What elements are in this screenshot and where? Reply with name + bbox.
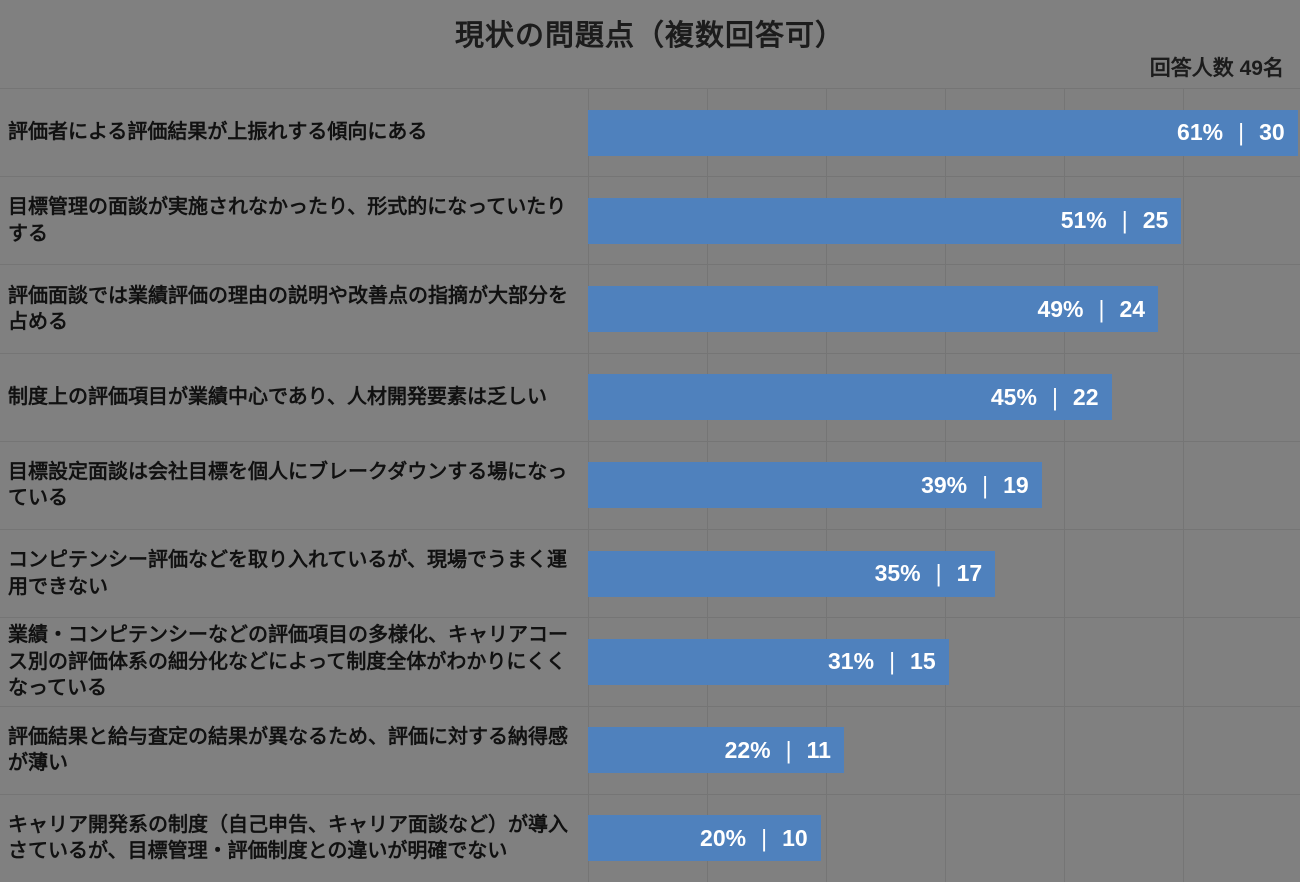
bar-count: 17 [956,560,983,587]
category-label: 評価結果と給与査定の結果が異なるため、評価に対する納得感が薄い [8,725,568,775]
category-label: 目標設定面談は会社目標を個人にブレークダウンする場になっている [8,461,568,510]
category-label: 業績・コンピテンシーなどの評価項目の多様化、キャリアコース別の評価体系の細分化な… [8,624,568,700]
bar-track: 61% | 30 [588,89,1300,176]
bar-track: 20% | 10 [588,795,1300,882]
bar: 35% | 17 [588,550,996,597]
bar-track: 39% | 19 [588,442,1300,529]
bar: 49% | 24 [588,286,1159,333]
bar-percent: 49% [1037,295,1084,322]
bar-value-label: 31% | 15 [828,648,936,675]
bar-percent: 20% [700,824,747,851]
bar-separator: | [1098,294,1105,323]
bar-track: 31% | 15 [588,618,1300,705]
bar: 20% | 10 [588,815,821,862]
bar-value-label: 61% | 30 [1177,118,1285,146]
category-label: 目標管理の面談が実施されなかったり、形式的になっていたりする [8,196,567,245]
bar-value-label: 20% | 10 [700,824,808,852]
bar-count: 25 [1142,207,1169,234]
respondents-note: 回答人数 49名 [1149,57,1284,80]
bar: 31% | 15 [588,638,949,685]
category-label: 評価者による評価結果が上振れする傾向にある [8,121,428,144]
bar-separator: | [1051,383,1058,411]
bar-value-label: 49% | 24 [1037,294,1146,323]
chart-row: 目標設定面談は会社目標を個人にブレークダウンする場になっている 39% | 19 [0,440,1300,529]
bar-track: 22% | 11 [588,707,1300,794]
chart-row: 評価面談では業績評価の理由の説明や改善点の指摘が大部分を占める 49% | 24 [0,264,1300,352]
bar-count: 22 [1072,383,1099,410]
category-label: キャリア開発系の制度（自己申告、キャリア面談など）が導入さているが、目標管理・評… [8,813,568,863]
bar-value-label: 39% | 19 [921,471,1029,499]
bar-value-label: 45% | 22 [990,383,1099,411]
chart-row: キャリア開発系の制度（自己申告、キャリア面談など）が導入さているが、目標管理・評… [0,793,1300,882]
bar-percent: 22% [724,736,771,763]
bar-percent: 51% [1060,207,1107,234]
chart-title: 現状の問題点（複数回答可） [454,20,845,52]
category-label: コンピテンシー評価などを取り入れているが、現場でうまく運用できない [8,549,567,598]
chart-row: 評価結果と給与査定の結果が異なるため、評価に対する納得感が薄い 22% | 11 [0,705,1300,794]
bar-value-label: 51% | 25 [1061,207,1169,234]
bar-track: 49% | 24 [588,265,1300,352]
bar-separator: | [1121,206,1128,234]
bar-value-label: 35% | 17 [875,560,983,587]
chart-row: 目標管理の面談が実施されなかったり、形式的になっていたりする 51% | 25 [0,176,1300,264]
bar-track: 35% | 17 [588,530,1300,617]
chart-row: 業績・コンピテンシーなどの評価項目の多様化、キャリアコース別の評価体系の細分化な… [0,617,1300,705]
bar-separator: | [785,735,792,764]
category-label: 評価面談では業績評価の理由の説明や改善点の指摘が大部分を占める [8,284,568,334]
bar-count: 24 [1119,295,1146,322]
bar-value-label: 22% | 11 [724,735,831,764]
bar: 39% | 19 [588,462,1042,509]
bar-separator: | [1238,118,1245,146]
bar-percent: 61% [1177,119,1224,146]
chart-header: 現状の問題点（複数回答可） 回答人数 49名 [0,0,1300,88]
bar-separator: | [935,559,942,587]
plot-rows: 評価者による評価結果が上振れする傾向にある 61% | 30 目標管理の面談が実施さ… [0,88,1300,882]
bar-count: 10 [782,824,808,851]
bar-percent: 35% [874,560,921,587]
bar-count: 15 [910,648,936,675]
bar: 45% | 22 [588,374,1112,421]
category-label: 制度上の評価項目が業績中心であり、人材開発要素は乏しい [8,386,547,409]
bar-track: 45% | 22 [588,354,1300,441]
gridline-vertical [1064,88,1065,882]
bar-count: 19 [1003,471,1029,498]
chart-row: 制度上の評価項目が業績中心であり、人材開発要素は乏しい 45% | 22 [0,352,1300,441]
bar: 22% | 11 [588,727,844,774]
chart-row: 評価者による評価結果が上振れする傾向にある 61% | 30 [0,88,1300,176]
bar: 51% | 25 [588,197,1182,244]
bar-count: 30 [1259,119,1285,146]
bar-separator: | [761,824,768,852]
bar: 61% | 30 [588,109,1298,156]
bar-percent: 39% [921,471,968,498]
bar-percent: 31% [828,648,875,675]
bar-separator: | [889,647,896,676]
bar-count: 11 [806,736,831,763]
gridline-vertical [1183,88,1184,882]
bar-track: 51% | 25 [588,177,1300,264]
bar-percent: 45% [990,383,1037,410]
bar-separator: | [982,471,989,499]
chart-row: コンピテンシー評価などを取り入れているが、現場でうまく運用できない 35% | 17 [0,529,1300,617]
